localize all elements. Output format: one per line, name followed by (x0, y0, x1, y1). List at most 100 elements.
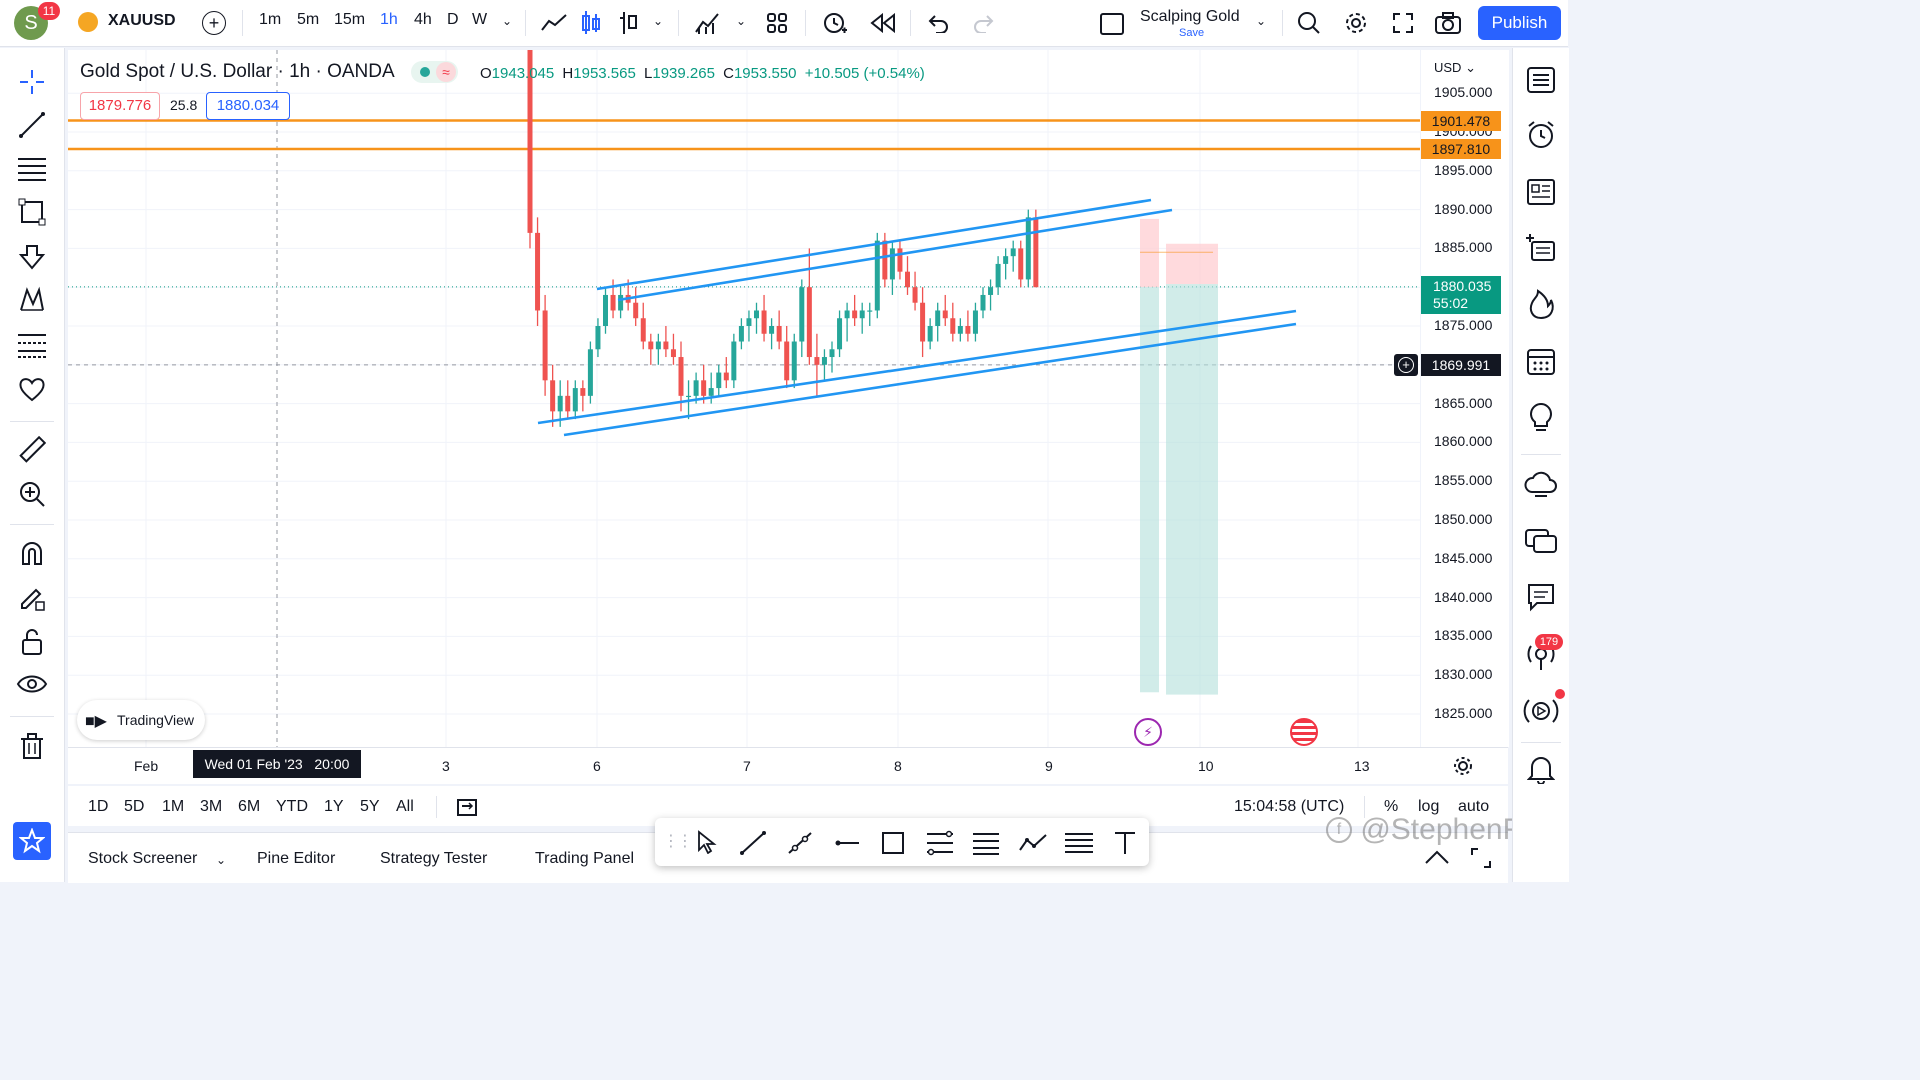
lock-icon[interactable] (18, 628, 46, 656)
alert-clock-icon[interactable] (822, 10, 848, 36)
tab-strategy-tester[interactable]: Strategy Tester (380, 850, 488, 867)
range-1Y[interactable]: 1Y (324, 798, 344, 815)
us-flag-event-icon[interactable] (1290, 718, 1318, 746)
indicators-icon[interactable] (694, 10, 720, 36)
magnet-icon[interactable] (18, 540, 46, 568)
hotlists-flame-icon[interactable] (1526, 288, 1556, 320)
range-5D[interactable]: 5D (124, 798, 145, 815)
interval-D[interactable]: D (447, 11, 459, 28)
zoom-in-icon[interactable] (18, 480, 46, 508)
legend-title[interactable]: Gold Spot / U.S. Dollar · 1h · OANDA (80, 61, 395, 82)
calendar-icon[interactable] (1526, 346, 1556, 376)
ray-tool-icon[interactable] (786, 830, 814, 856)
heart-favorite-icon[interactable] (18, 376, 46, 402)
collapse-panel-chevron-icon[interactable] (1424, 849, 1450, 865)
range-6M[interactable]: 6M (238, 798, 261, 815)
maximize-panel-icon[interactable] (1470, 847, 1492, 869)
pencil-lock-icon[interactable] (18, 584, 46, 612)
favorites-star-button[interactable] (13, 822, 51, 860)
fib-retracement-icon[interactable] (925, 830, 955, 856)
price-chart[interactable] (68, 50, 1508, 747)
live-play-icon[interactable] (1523, 694, 1559, 728)
tab-trading-panel[interactable]: Trading Panel (535, 850, 635, 867)
tradingview-watermark[interactable]: ■▶ TradingView (77, 700, 205, 740)
cursor-arrow-icon[interactable] (695, 830, 717, 854)
horizontal-lines-icon[interactable] (16, 156, 48, 182)
publish-button[interactable]: Publish (1478, 6, 1561, 40)
trend-line-tool-icon[interactable] (739, 830, 767, 856)
pattern-xabcd-icon[interactable] (18, 286, 46, 314)
price-axis[interactable] (1420, 50, 1509, 747)
range-1D[interactable]: 1D (88, 798, 109, 815)
trend-line-icon[interactable] (18, 111, 46, 139)
crosshair-add-button[interactable]: + (1394, 354, 1418, 376)
arrow-down-icon[interactable] (18, 243, 46, 271)
tab-pine-editor[interactable]: Pine Editor (257, 850, 336, 867)
fullscreen-icon[interactable] (1392, 12, 1414, 34)
notifications-bell-icon[interactable] (1527, 754, 1555, 784)
layout-dropdown-icon[interactable]: ⌄ (1256, 14, 1267, 28)
bars-chart-type-icon[interactable] (618, 10, 640, 36)
news-icon[interactable] (1526, 178, 1556, 206)
sell-price-button[interactable]: 1879.776 (80, 92, 160, 120)
line-chart-type-icon[interactable] (540, 12, 568, 34)
layout-name[interactable]: Scalping Gold (1140, 8, 1240, 25)
interval-4h[interactable]: 4h (414, 11, 432, 28)
range-YTD[interactable]: YTD (276, 798, 308, 815)
chat-bubbles-icon[interactable] (1524, 526, 1558, 556)
event-lightning-icon[interactable]: ⚡ (1134, 718, 1162, 746)
range-1M[interactable]: 1M (162, 798, 185, 815)
interval-5m[interactable]: 5m (297, 11, 320, 28)
add-symbol-button[interactable]: + (202, 11, 226, 35)
rectangle-shape-icon[interactable] (18, 198, 46, 226)
trash-icon[interactable] (19, 732, 45, 760)
log-scale-toggle[interactable]: log (1418, 798, 1440, 815)
utc-clock[interactable]: 15:04:58 (UTC) (1234, 798, 1345, 815)
path-tool-icon[interactable] (1017, 830, 1049, 856)
templates-grid-icon[interactable] (766, 12, 788, 34)
percent-scale-toggle[interactable]: % (1384, 798, 1399, 815)
candles-chart-type-icon[interactable] (580, 10, 602, 36)
text-tool-icon[interactable] (1113, 830, 1137, 856)
chart-pane[interactable]: Gold Spot / U.S. Dollar · 1h · OANDA ≈ O… (68, 50, 1509, 747)
range-3M[interactable]: 3M (200, 798, 223, 815)
interval-1h[interactable]: 1h (380, 11, 398, 28)
drag-handle-icon[interactable]: ⋮⋮ (663, 833, 693, 850)
interval-1m[interactable]: 1m (259, 11, 282, 28)
range-All[interactable]: All (396, 798, 414, 815)
chart-type-dropdown-icon[interactable]: ⌄ (653, 14, 664, 28)
tab-stock-screener[interactable]: Stock Screener (88, 850, 198, 867)
undo-icon[interactable] (926, 13, 950, 33)
fib-extension-icon[interactable] (971, 830, 1001, 856)
alerts-alarm-clock-icon[interactable] (1526, 120, 1556, 150)
layout-select-checkbox[interactable] (1100, 13, 1124, 35)
legend-status-pill[interactable]: ≈ (411, 61, 458, 83)
range-5Y[interactable]: 5Y (360, 798, 380, 815)
screener-dropdown-icon[interactable]: ⌄ (216, 853, 227, 867)
time-axis[interactable]: Feb Wed 01 Feb '23 20:00 3 6 7 8 9 10 13 (68, 747, 1508, 784)
axis-settings-gear-icon[interactable] (1452, 755, 1474, 777)
crosshair-icon[interactable] (18, 68, 46, 96)
eye-visibility-icon[interactable] (16, 672, 48, 700)
parallel-channel-icon[interactable] (1063, 830, 1095, 856)
messages-icon[interactable] (1526, 582, 1556, 612)
ruler-measure-icon[interactable] (18, 436, 46, 464)
forecast-lines-icon[interactable] (16, 331, 48, 359)
buy-price-button[interactable]: 1880.034 (206, 92, 290, 120)
search-icon[interactable] (1297, 11, 1321, 35)
indicators-dropdown-icon[interactable]: ⌄ (736, 14, 747, 28)
replay-rewind-icon[interactable] (870, 13, 896, 33)
rectangle-tool-icon[interactable] (879, 829, 907, 857)
interval-15m[interactable]: 15m (334, 11, 366, 28)
ideas-lightbulb-icon[interactable] (1528, 402, 1554, 434)
camera-snapshot-icon[interactable] (1434, 11, 1462, 35)
chats-cloud-icon[interactable] (1523, 470, 1559, 500)
interval-dropdown-chevron-icon[interactable]: ⌄ (502, 14, 513, 28)
redo-icon[interactable] (972, 13, 996, 33)
data-window-icon[interactable] (1526, 232, 1556, 262)
auto-scale-toggle[interactable]: auto (1458, 798, 1490, 815)
layout-save-label[interactable]: Save (1179, 27, 1205, 39)
settings-gear-icon[interactable] (1343, 10, 1369, 36)
currency-selector[interactable]: USD ⌄ (1434, 60, 1476, 75)
interval-W[interactable]: W (472, 11, 488, 28)
